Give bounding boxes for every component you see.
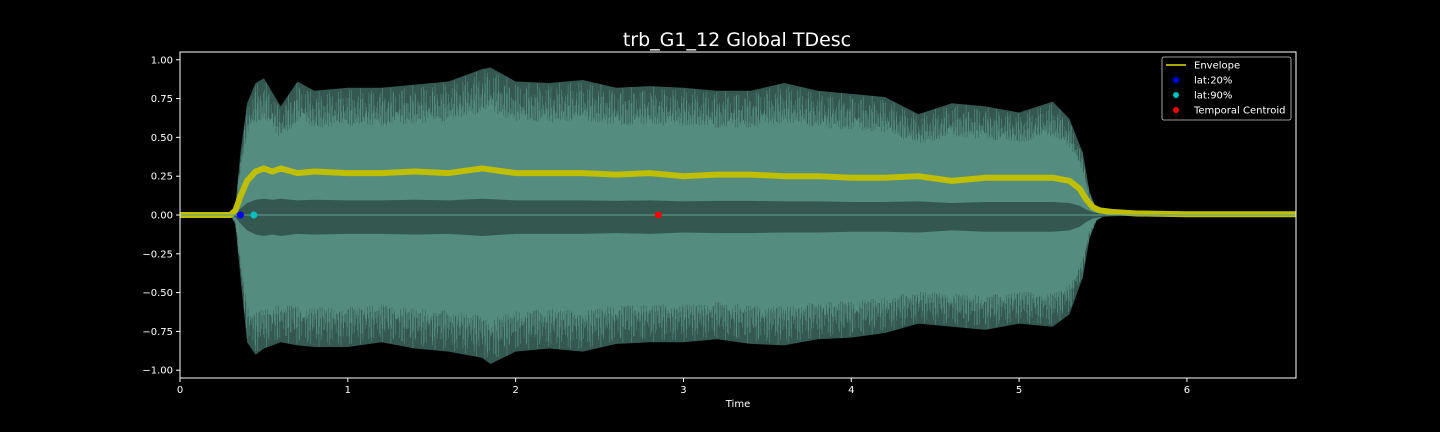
legend: Envelope lat:20% lat:90% Temporal Centroid — [1161, 56, 1292, 121]
y-tick-label: −0.75 — [142, 327, 173, 338]
lat90-marker — [250, 211, 258, 219]
legend-envelope-label: Envelope — [1194, 61, 1240, 72]
temporal-centroid-marker — [654, 211, 662, 219]
x-tick-label: 5 — [1016, 385, 1022, 396]
x-tick-label: 2 — [512, 385, 518, 396]
y-tick-label: 0.75 — [151, 94, 173, 105]
y-tick-label: 0.00 — [151, 211, 173, 222]
axes: 0 1 2 3 4 5 6 1.00 0.75 0.50 0.25 0.00 −0.25 −0.50 −0.… — [142, 51, 1297, 396]
y-tick-label: −0.25 — [142, 249, 173, 260]
legend-centroid-swatch — [1173, 107, 1179, 113]
waveform-core — [180, 198, 1296, 236]
y-tick-label: 0.50 — [151, 133, 173, 144]
x-tick-label: 0 — [177, 385, 183, 396]
x-tick-label: 4 — [848, 385, 854, 396]
y-tick-label: −0.50 — [142, 288, 173, 299]
x-axis-label: Time — [725, 399, 750, 410]
x-tick-label: 3 — [680, 385, 686, 396]
legend-lat20-label: lat:20% — [1194, 76, 1232, 87]
legend-lat90-label: lat:90% — [1194, 91, 1232, 102]
legend-centroid-label: Temporal Centroid — [1193, 106, 1286, 117]
legend-box — [1161, 56, 1292, 121]
legend-lat90-swatch — [1173, 92, 1179, 98]
plot-area — [180, 67, 1296, 365]
legend-lat20-swatch — [1173, 77, 1179, 83]
y-tick-label: −1.00 — [142, 366, 173, 377]
x-tick-label: 1 — [345, 385, 351, 396]
y-tick-label: 1.00 — [151, 55, 173, 66]
chart-title: trb_G1_12 Global TDesc — [623, 29, 851, 51]
y-tick-label: 0.25 — [151, 172, 173, 183]
lat20-marker — [236, 211, 244, 219]
envelope-line — [180, 165, 1296, 218]
x-tick-label: 6 — [1184, 385, 1190, 396]
